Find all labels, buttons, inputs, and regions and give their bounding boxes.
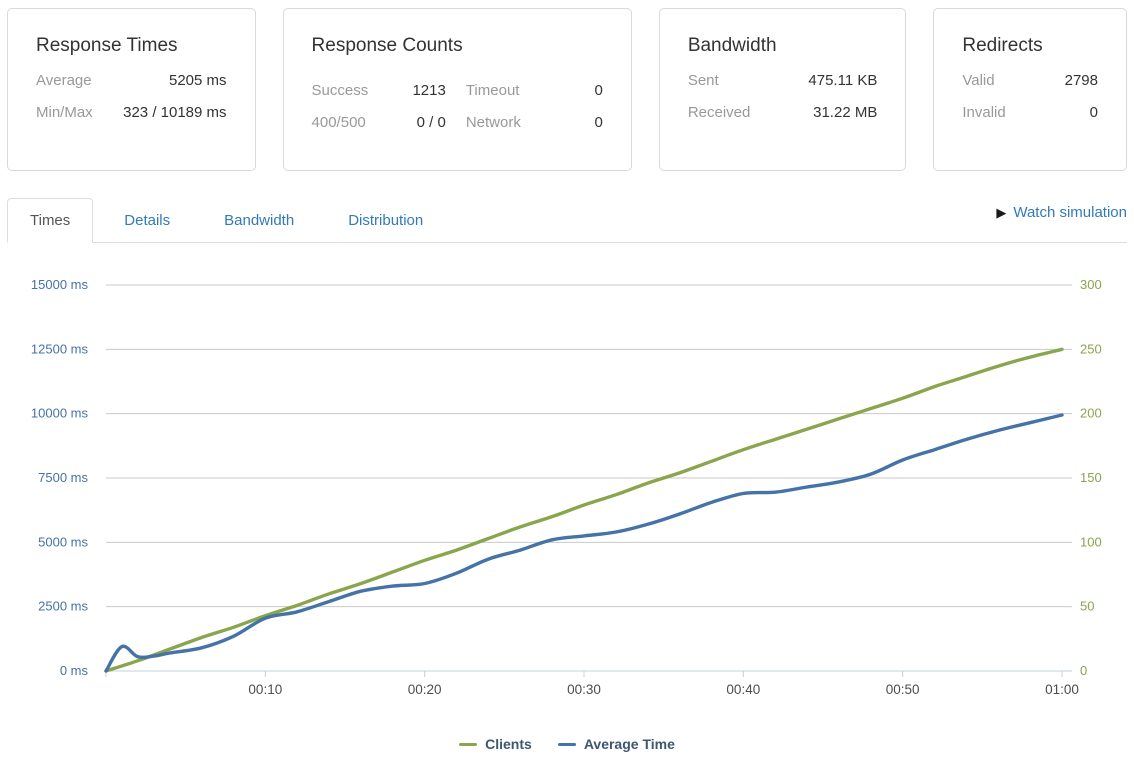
times-chart-svg: 0 ms 0 2500 ms 50 5000 ms 100 7500 ms 150 10000 … bbox=[31, 277, 1102, 697]
stat-row-invalid: Invalid 0 bbox=[962, 104, 1098, 121]
x-axis-tick-label: 00:50 bbox=[886, 682, 920, 697]
x-axis-tick-label: 01:00 bbox=[1045, 682, 1079, 697]
stat-row-average: Average 5205 ms bbox=[36, 72, 227, 89]
stat-label: 400/500 bbox=[311, 114, 366, 131]
stat-label: Sent bbox=[687, 72, 719, 89]
load-test-results-page: Response Times Average 5205 ms Min/Max 3… bbox=[0, 8, 1134, 770]
right-axis-tick-label: 250 bbox=[1080, 341, 1102, 356]
stat-row-minmax: Min/Max 323 / 10189 ms bbox=[36, 104, 227, 121]
stat-label: Invalid bbox=[962, 104, 1006, 121]
stat-value: 475.11 KB bbox=[808, 72, 878, 89]
legend-dash-icon bbox=[557, 742, 576, 746]
card-title-response-times: Response Times bbox=[36, 35, 178, 56]
stat-value: 323 / 10189 ms bbox=[123, 104, 227, 121]
card-title-response-counts: Response Counts bbox=[311, 35, 463, 56]
stat-value: 0 / 0 bbox=[416, 114, 446, 131]
stat-row-network: Network 0 bbox=[466, 114, 603, 131]
tab-distribution[interactable]: Distribution bbox=[348, 212, 424, 229]
right-axis-tick-label: 150 bbox=[1080, 470, 1102, 485]
stat-value: 31.22 MB bbox=[813, 104, 878, 121]
card-response-counts: Response Counts Success 1213 400/500 0 /… bbox=[282, 8, 632, 171]
x-axis-tick-label: 00:20 bbox=[408, 682, 442, 697]
stat-value: 5205 ms bbox=[168, 72, 227, 89]
right-axis-tick-label: 200 bbox=[1080, 406, 1102, 421]
left-axis-tick-label: 5000 ms bbox=[38, 534, 88, 549]
stat-row-valid: Valid 2798 bbox=[962, 72, 1098, 89]
stat-label: Average bbox=[36, 72, 92, 89]
stat-row-sent: Sent 475.11 KB bbox=[688, 72, 878, 89]
response-counts-grid: Success 1213 400/500 0 / 0 Timeout 0 Net… bbox=[312, 67, 603, 131]
left-axis-tick-label: 10000 ms bbox=[31, 406, 89, 421]
left-axis-tick-label: 7500 ms bbox=[38, 470, 88, 485]
response-counts-right-col: Timeout 0 Network 0 bbox=[466, 67, 603, 131]
right-axis-tick-label: 300 bbox=[1080, 277, 1102, 292]
legend-item-clients[interactable]: Clients bbox=[459, 736, 532, 752]
stat-label: Received bbox=[687, 104, 751, 121]
stat-row-timeout: Timeout 0 bbox=[466, 82, 603, 99]
legend-item-average-time[interactable]: Average Time bbox=[557, 736, 675, 752]
average-time-line bbox=[104, 413, 1064, 673]
stat-row-success: Success 1213 bbox=[312, 82, 446, 99]
stat-label: Success bbox=[311, 82, 369, 99]
legend-label: Clients bbox=[485, 736, 532, 752]
summary-cards: Response Times Average 5205 ms Min/Max 3… bbox=[7, 8, 1127, 171]
stat-value: 0 bbox=[1089, 104, 1098, 121]
stat-label: Network bbox=[465, 114, 521, 131]
tab-bandwidth[interactable]: Bandwidth bbox=[224, 212, 295, 229]
right-axis-tick-label: 50 bbox=[1080, 599, 1094, 614]
stat-row-received: Received 31.22 MB bbox=[688, 104, 878, 121]
stat-row-400-500: 400/500 0 / 0 bbox=[312, 114, 446, 131]
card-title-redirects: Redirects bbox=[962, 35, 1043, 56]
clients-line bbox=[104, 347, 1064, 673]
tab-times[interactable]: Times bbox=[7, 198, 94, 243]
left-axis-tick-label: 15000 ms bbox=[31, 277, 89, 292]
stat-value: 0 bbox=[594, 114, 603, 131]
play-icon: ▶ bbox=[996, 204, 1007, 220]
watch-simulation-label: Watch simulation bbox=[1013, 204, 1127, 221]
stat-label: Timeout bbox=[465, 82, 520, 99]
response-counts-left-col: Success 1213 400/500 0 / 0 bbox=[312, 67, 446, 131]
x-axis-tick-label: 00:40 bbox=[726, 682, 760, 697]
stat-label: Min/Max bbox=[36, 104, 93, 121]
card-bandwidth: Bandwidth Sent 475.11 KB Received 31.22 … bbox=[658, 8, 907, 171]
watch-simulation-link[interactable]: ▶ Watch simulation bbox=[996, 204, 1127, 221]
legend-label: Average Time bbox=[583, 736, 675, 752]
right-axis-tick-label: 0 bbox=[1080, 663, 1087, 678]
x-axis-tick-label: 00:30 bbox=[567, 682, 601, 697]
card-title-bandwidth: Bandwidth bbox=[687, 35, 777, 56]
stat-value: 1213 bbox=[412, 82, 446, 99]
chart-legend: Clients Average Time bbox=[0, 736, 1134, 752]
tab-bar: Times Details Bandwidth Distribution ▶ W… bbox=[7, 198, 1127, 243]
left-axis-tick-label: 0 ms bbox=[60, 663, 89, 678]
times-chart: 0 ms 0 2500 ms 50 5000 ms 100 7500 ms 150 10000 … bbox=[0, 243, 1134, 752]
tab-details[interactable]: Details bbox=[124, 212, 171, 229]
right-axis-tick-label: 100 bbox=[1080, 534, 1102, 549]
left-axis-tick-label: 12500 ms bbox=[31, 341, 89, 356]
left-axis-tick-label: 2500 ms bbox=[38, 599, 88, 614]
legend-dash-icon bbox=[459, 742, 478, 746]
x-axis-tick-label: 00:10 bbox=[248, 682, 282, 697]
stat-value: 0 bbox=[594, 82, 603, 99]
stat-value: 2798 bbox=[1064, 72, 1098, 89]
stat-label: Valid bbox=[962, 72, 995, 89]
card-redirects: Redirects Valid 2798 Invalid 0 bbox=[933, 8, 1127, 171]
card-response-times: Response Times Average 5205 ms Min/Max 3… bbox=[7, 8, 256, 171]
